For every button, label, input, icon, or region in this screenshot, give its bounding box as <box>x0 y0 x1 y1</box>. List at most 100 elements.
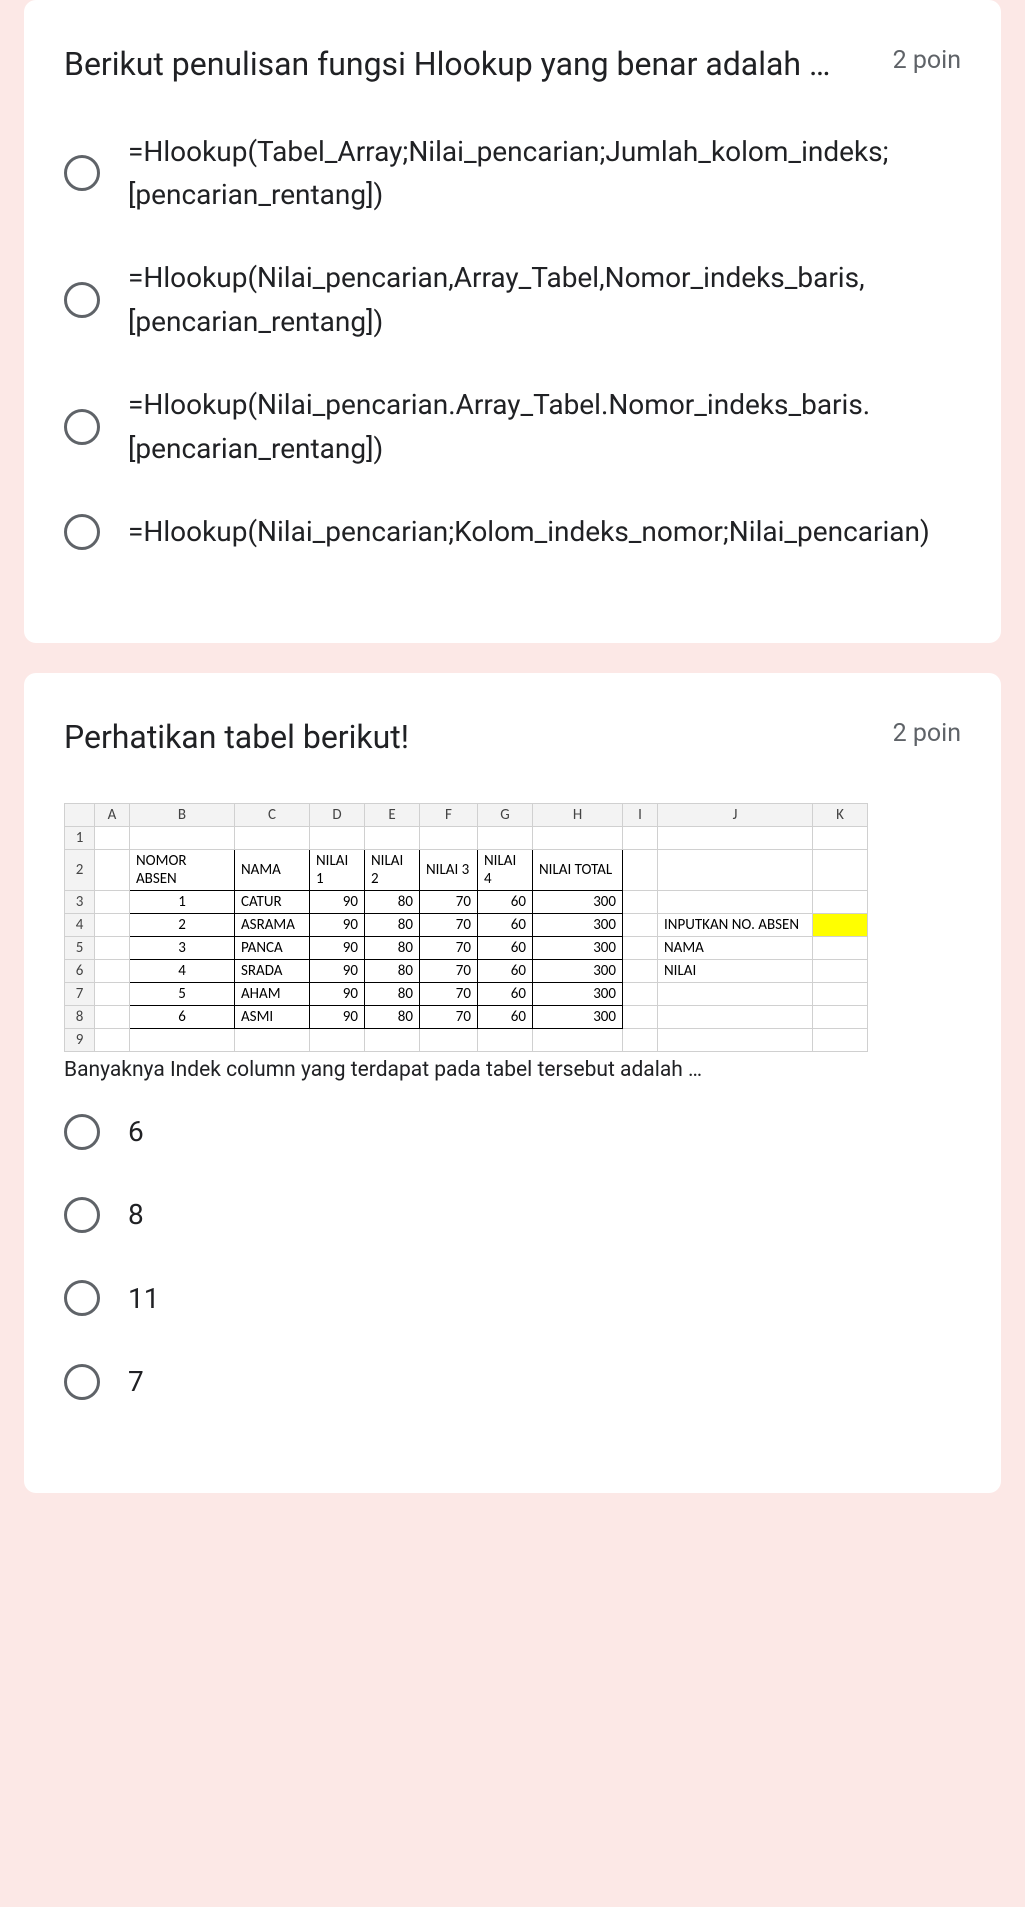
data-cell: 300 <box>533 913 623 936</box>
sheet-row: 6 4 SRADA 90 80 70 60 300 NILAI <box>65 959 868 982</box>
data-cell: 300 <box>533 936 623 959</box>
row-number: 5 <box>65 936 95 959</box>
data-cell: 90 <box>310 936 365 959</box>
row-number: 4 <box>65 913 95 936</box>
data-cell: 90 <box>310 959 365 982</box>
option-label: =Hlookup(Nilai_pencarian,Array_Tabel,Nom… <box>128 256 961 343</box>
corner-cell <box>65 803 95 826</box>
data-cell: 60 <box>478 913 533 936</box>
radio-icon[interactable] <box>64 1197 100 1233</box>
data-cell: 1 <box>130 890 235 913</box>
data-cell: 80 <box>365 982 420 1005</box>
option-row[interactable]: 11 <box>64 1277 961 1320</box>
radio-icon[interactable] <box>64 1114 100 1150</box>
sheet-row: 5 3 PANCA 90 80 70 60 300 NAMA <box>65 936 868 959</box>
col-letter: K <box>813 803 868 826</box>
option-label: =Hlookup(Nilai_pencarian.Array_Tabel.Nom… <box>128 383 961 470</box>
data-cell: 90 <box>310 982 365 1005</box>
header-cell: NILAI 4 <box>478 849 533 890</box>
data-cell: 70 <box>420 959 478 982</box>
option-label: 7 <box>128 1360 144 1403</box>
question-points: 2 poin <box>893 40 961 75</box>
option-row[interactable]: 6 <box>64 1110 961 1153</box>
option-row[interactable]: =Hlookup(Tabel_Array;Nilai_pencarian;Jum… <box>64 130 961 217</box>
row-number: 2 <box>65 849 95 890</box>
option-row[interactable]: 7 <box>64 1360 961 1403</box>
data-cell: 60 <box>478 1005 533 1028</box>
sheet-row: 3 1 CATUR 90 80 70 60 300 <box>65 890 868 913</box>
image-caption: Banyaknya Indek column yang terdapat pad… <box>64 1058 961 1082</box>
sheet-row: 7 5 AHAM 90 80 70 60 300 <box>65 982 868 1005</box>
question-header: Perhatikan tabel berikut! 2 poin <box>64 713 961 763</box>
side-label: NAMA <box>658 936 813 959</box>
radio-icon[interactable] <box>64 1280 100 1316</box>
question-card-2: Perhatikan tabel berikut! 2 poin A B C D… <box>24 673 1001 1493</box>
radio-icon[interactable] <box>64 514 100 550</box>
side-label: INPUTKAN NO. ABSEN <box>658 913 813 936</box>
radio-icon[interactable] <box>64 409 100 445</box>
data-cell: 90 <box>310 1005 365 1028</box>
data-cell: 300 <box>533 890 623 913</box>
radio-icon[interactable] <box>64 282 100 318</box>
data-cell: 70 <box>420 913 478 936</box>
data-cell: ASRAMA <box>235 913 310 936</box>
header-cell: NILAI TOTAL <box>533 849 623 890</box>
data-cell: SRADA <box>235 959 310 982</box>
spreadsheet-table: A B C D E F G H I J K 1 2 NOMOR ABSEN NA… <box>64 803 868 1052</box>
option-label: =Hlookup(Tabel_Array;Nilai_pencarian;Jum… <box>128 130 961 217</box>
data-cell: 80 <box>365 936 420 959</box>
data-cell: 70 <box>420 890 478 913</box>
data-cell: 70 <box>420 1005 478 1028</box>
header-cell: NAMA <box>235 849 310 890</box>
col-header-row: A B C D E F G H I J K <box>65 803 868 826</box>
data-cell: 80 <box>365 959 420 982</box>
data-cell: 60 <box>478 982 533 1005</box>
radio-icon[interactable] <box>64 1364 100 1400</box>
question-card-1: Berikut penulisan fungsi Hlookup yang be… <box>24 0 1001 643</box>
option-label: 8 <box>128 1193 144 1236</box>
row-number: 9 <box>65 1028 95 1051</box>
row-number: 1 <box>65 826 95 849</box>
side-label: NILAI <box>658 959 813 982</box>
sheet-row: 9 <box>65 1028 868 1051</box>
question-header: Berikut penulisan fungsi Hlookup yang be… <box>64 40 961 90</box>
col-letter: E <box>365 803 420 826</box>
row-number: 6 <box>65 959 95 982</box>
data-cell: 90 <box>310 913 365 936</box>
data-cell: 6 <box>130 1005 235 1028</box>
option-row[interactable]: =Hlookup(Nilai_pencarian.Array_Tabel.Nom… <box>64 383 961 470</box>
question-title: Berikut penulisan fungsi Hlookup yang be… <box>64 40 893 90</box>
header-cell: NILAI 1 <box>310 849 365 890</box>
row-number: 8 <box>65 1005 95 1028</box>
data-cell: 60 <box>478 890 533 913</box>
option-row[interactable]: =Hlookup(Nilai_pencarian,Array_Tabel,Nom… <box>64 256 961 343</box>
sheet-row: 2 NOMOR ABSEN NAMA NILAI 1 NILAI 2 NILAI… <box>65 849 868 890</box>
data-cell: 4 <box>130 959 235 982</box>
data-cell: AHAM <box>235 982 310 1005</box>
data-cell: 60 <box>478 959 533 982</box>
col-letter: I <box>623 803 658 826</box>
row-number: 3 <box>65 890 95 913</box>
col-letter: F <box>420 803 478 826</box>
input-cell <box>813 913 868 936</box>
data-cell: 300 <box>533 982 623 1005</box>
option-row[interactable]: 8 <box>64 1193 961 1236</box>
header-cell: NOMOR ABSEN <box>130 849 235 890</box>
question-title: Perhatikan tabel berikut! <box>64 713 893 763</box>
col-letter: A <box>95 803 130 826</box>
option-row[interactable]: =Hlookup(Nilai_pencarian;Kolom_indeks_no… <box>64 510 961 553</box>
data-cell: 90 <box>310 890 365 913</box>
col-letter: H <box>533 803 623 826</box>
col-letter: G <box>478 803 533 826</box>
radio-icon[interactable] <box>64 155 100 191</box>
data-cell: 60 <box>478 936 533 959</box>
data-cell: 80 <box>365 913 420 936</box>
data-cell: CATUR <box>235 890 310 913</box>
row-number: 7 <box>65 982 95 1005</box>
data-cell: 300 <box>533 959 623 982</box>
data-cell: 2 <box>130 913 235 936</box>
option-label: 6 <box>128 1110 144 1153</box>
header-cell: NILAI 3 <box>420 849 478 890</box>
data-cell: 5 <box>130 982 235 1005</box>
data-cell: 3 <box>130 936 235 959</box>
